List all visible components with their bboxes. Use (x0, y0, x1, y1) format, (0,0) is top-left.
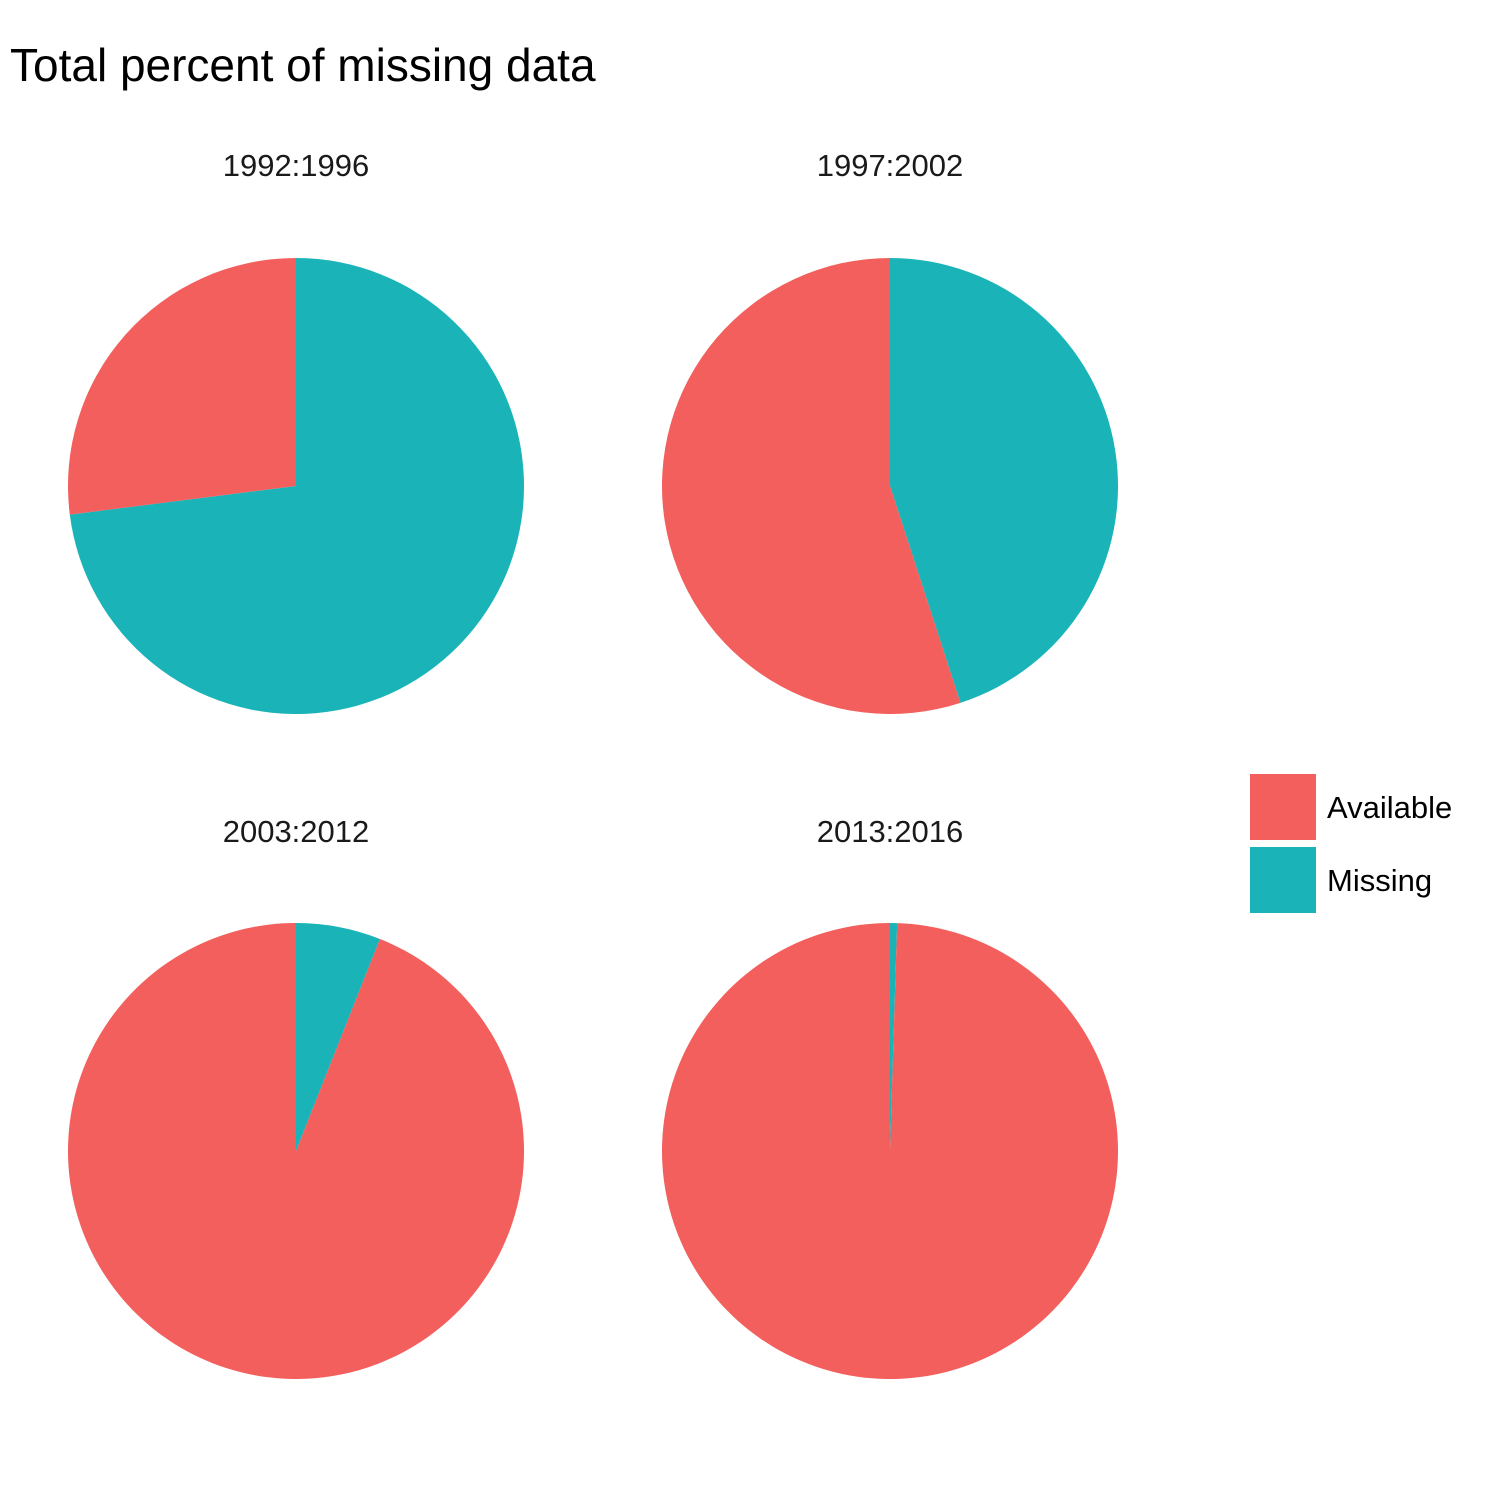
pie-slice-2003-2012-available (67, 922, 524, 1379)
pie-slice-2013-2016-available (661, 922, 1118, 1379)
legend-item-available: Available (1250, 774, 1452, 840)
legend-item-missing: Missing (1250, 847, 1452, 913)
facet-label-1997-2002: 1997:2002 (817, 148, 964, 183)
legend-swatch-available (1250, 774, 1316, 840)
pie-slice-1992-1996-available (68, 258, 296, 515)
pie-slice-2013-2016-missing (890, 923, 898, 1151)
pie-slice-2003-2012-missing (296, 923, 380, 1151)
legend-label-available: Available (1327, 789, 1453, 825)
facet-label-2003-2012: 2003:2012 (223, 814, 370, 849)
pie-slice-1997-2002-available (662, 258, 961, 714)
legend-label-missing: Missing (1327, 862, 1433, 898)
facet-label-2013-2016: 2013:2016 (817, 814, 964, 849)
pie-slice-1997-2002-missing (890, 258, 1118, 703)
legend-swatch-missing (1250, 847, 1316, 913)
facet-label-1992-1996: 1992:1996 (223, 148, 370, 183)
legend: Available Missing (1250, 774, 1452, 920)
chart-title: Total percent of missing data (10, 39, 596, 91)
pie-slice-1992-1996-missing (69, 258, 524, 714)
